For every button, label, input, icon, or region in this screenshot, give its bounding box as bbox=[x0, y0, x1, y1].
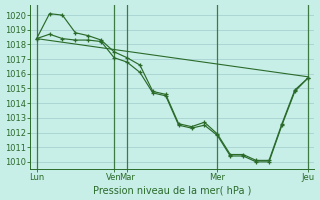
X-axis label: Pression niveau de la mer( hPa ): Pression niveau de la mer( hPa ) bbox=[93, 185, 252, 195]
